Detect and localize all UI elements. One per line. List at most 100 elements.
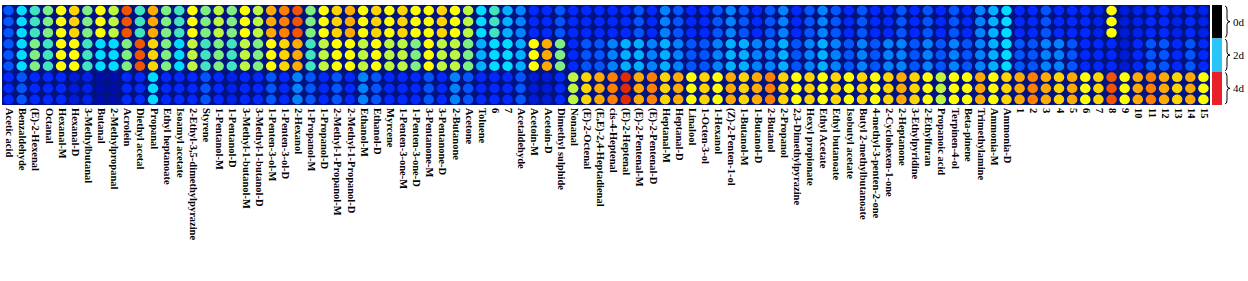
- x-tick-label: Acetic acid: [4, 108, 15, 157]
- cell: [804, 28, 815, 38]
- cell: [1067, 61, 1078, 71]
- cell: [555, 83, 566, 93]
- cell: [529, 17, 540, 27]
- cell: [43, 6, 54, 16]
- cell: [1106, 61, 1117, 71]
- x-tick-label: 7: [503, 108, 514, 113]
- x-tick-label: 1-Penten-3-one-M: [398, 108, 409, 189]
- cell: [1067, 83, 1078, 93]
- cell: [962, 83, 973, 93]
- cell: [1054, 72, 1065, 82]
- cell: [988, 6, 999, 16]
- cell: [1185, 39, 1196, 49]
- cell: [515, 95, 526, 105]
- cell: [673, 28, 684, 38]
- cell: [69, 95, 80, 105]
- cell: [1198, 17, 1209, 27]
- cell: [1106, 28, 1117, 38]
- cell: [213, 50, 224, 60]
- x-tick-label: (Z)-2-Penten-1-ol: [725, 108, 737, 186]
- cell: [831, 28, 842, 38]
- cell: [949, 17, 960, 27]
- cell: [423, 61, 434, 71]
- cell: [857, 6, 868, 16]
- cell: [857, 28, 868, 38]
- cell: [305, 72, 316, 82]
- cell: [778, 6, 789, 16]
- cell: [817, 6, 828, 16]
- cell: [279, 83, 290, 93]
- cell: [1146, 61, 1157, 71]
- cell: [345, 50, 356, 60]
- cell: [686, 83, 697, 93]
- cell: [410, 95, 421, 105]
- cell: [1014, 83, 1025, 93]
- cell: [108, 28, 119, 38]
- cell: [607, 95, 618, 105]
- cell: [292, 50, 303, 60]
- cell: [450, 83, 461, 93]
- cell: [765, 6, 776, 16]
- cell: [817, 50, 828, 60]
- x-tick-label: 1-Pentanol-M: [214, 108, 225, 170]
- cell: [647, 83, 658, 93]
- cell: [568, 95, 579, 105]
- cell: [332, 83, 343, 93]
- cell: [647, 50, 658, 60]
- cell: [949, 39, 960, 49]
- cell: [949, 28, 960, 38]
- cell: [266, 83, 277, 93]
- cell: [187, 72, 198, 82]
- cell: [56, 6, 67, 16]
- cell: [515, 17, 526, 27]
- cell: [817, 83, 828, 93]
- cell: [909, 61, 920, 71]
- cell: [765, 17, 776, 27]
- cell: [712, 61, 723, 71]
- cell: [660, 83, 671, 93]
- cell: [542, 83, 553, 93]
- cell: [161, 72, 172, 82]
- cell: [1080, 6, 1091, 16]
- cell: [332, 6, 343, 16]
- cell: [778, 39, 789, 49]
- cell: [3, 72, 14, 82]
- x-tick-label: (E)-2-Octenal: [581, 108, 593, 169]
- cell: [253, 72, 264, 82]
- cell: [988, 17, 999, 27]
- cell: [213, 61, 224, 71]
- cell: [647, 39, 658, 49]
- x-tick-label: 3: [1041, 108, 1052, 113]
- cell: [1054, 83, 1065, 93]
- cell: [791, 6, 802, 16]
- cell: [450, 72, 461, 82]
- cell: [568, 17, 579, 27]
- cell: [423, 50, 434, 60]
- cell: [1027, 72, 1038, 82]
- cell: [476, 61, 487, 71]
- cell: [1027, 61, 1038, 71]
- cell: [712, 95, 723, 105]
- cell: [332, 72, 343, 82]
- cell: [1198, 61, 1209, 71]
- cell: [1001, 28, 1012, 38]
- cell: [1159, 6, 1170, 16]
- x-tick-label: Terpinen-4-ol: [950, 108, 961, 169]
- cell: [791, 72, 802, 82]
- x-tick-label: Dimethyl sulphide: [556, 108, 567, 190]
- cell: [213, 6, 224, 16]
- cell: [1093, 17, 1104, 27]
- cell: [121, 39, 132, 49]
- x-tick-label: 4: [1055, 108, 1066, 114]
- cell: [975, 95, 986, 105]
- cell: [1027, 28, 1038, 38]
- x-tick-label: Acetoin-M: [529, 108, 540, 156]
- cell: [82, 39, 93, 49]
- cell: [962, 39, 973, 49]
- cell: [450, 50, 461, 60]
- cell: [161, 28, 172, 38]
- cell: [699, 83, 710, 93]
- cell: [253, 61, 264, 71]
- cell: [844, 39, 855, 49]
- cell: [1054, 61, 1065, 71]
